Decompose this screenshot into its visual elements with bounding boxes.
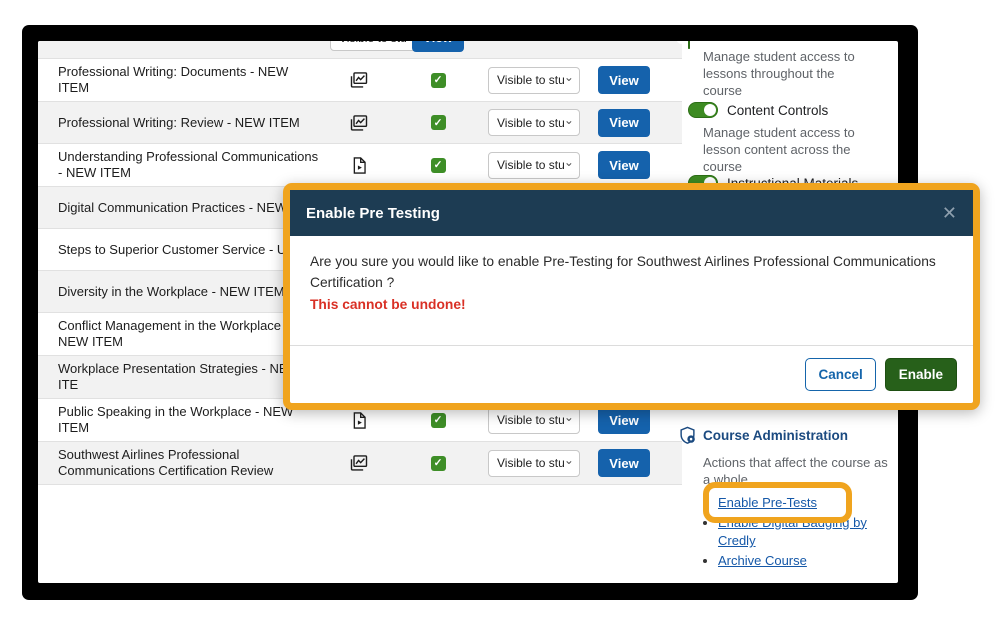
- view-button[interactable]: View: [598, 66, 650, 94]
- lesson-title: Southwest Airlines Professional Communic…: [58, 447, 274, 478]
- video-file-icon: [349, 155, 369, 175]
- cancel-button[interactable]: Cancel: [805, 358, 876, 391]
- modal-header: Enable Pre Testing ✕: [290, 190, 973, 236]
- modal-footer: Cancel Enable: [290, 345, 973, 403]
- visibility-dropdown-label: Visible to stu: [497, 73, 565, 87]
- enable-button[interactable]: Enable: [884, 358, 957, 391]
- visibility-dropdown[interactable]: Visible to stu⌄: [488, 109, 580, 136]
- chevron-down-icon: ⌄: [563, 410, 574, 424]
- toggle-description: Manage student access to lesson content …: [703, 125, 855, 174]
- view-button[interactable]: View: [598, 449, 650, 477]
- lesson-title: Digital Communication Practices - NEW IT…: [58, 199, 322, 215]
- chevron-down-icon: ⌄: [563, 112, 574, 127]
- visibility-dropdown-label: Visible to stu: [497, 413, 565, 427]
- course-administration-description: Actions that affect the course as a whol…: [703, 455, 888, 487]
- course-admin-links: Enable Pre-Tests Enable Digital Badging b…: [703, 494, 890, 570]
- lesson-title: Workplace Presentation Strategies - NEW …: [58, 361, 300, 392]
- visible-checkbox[interactable]: ✓: [430, 72, 446, 88]
- visibility-dropdown[interactable]: Visible to stu⌄: [488, 406, 580, 434]
- chevron-down-icon: ⌄: [563, 155, 574, 169]
- view-button[interactable]: View: [598, 108, 650, 137]
- content-controls-toggle[interactable]: [688, 102, 718, 118]
- chevron-down-icon: ⌄: [563, 453, 574, 467]
- view-button[interactable]: View: [412, 41, 464, 52]
- visible-checkbox[interactable]: ✓: [430, 115, 446, 130]
- lesson-title: Steps to Superior Customer Service - UPD…: [58, 241, 321, 257]
- close-icon[interactable]: ✕: [941, 203, 957, 223]
- course-admin-link[interactable]: Archive Course: [718, 552, 807, 568]
- lesson-title: Professional Writing: Review - NEW ITEM: [58, 114, 300, 130]
- table-row: Professional Writing: Review - NEW ITEM …: [38, 102, 682, 144]
- visible-checkbox[interactable]: ✓: [430, 455, 446, 471]
- chevron-down-icon: ⌄: [563, 70, 574, 84]
- visibility-dropdown[interactable]: Visible to stu⌄: [488, 449, 580, 477]
- visibility-dropdown[interactable]: Visible to stu⌄: [488, 151, 580, 179]
- course-administration-section: Course Administration Actions that affec…: [680, 426, 890, 571]
- table-row: Professional Writing: Documents - NEW IT…: [38, 59, 682, 102]
- course-admin-link-item: Archive Course: [718, 552, 890, 571]
- visibility-dropdown-label: Visible to stu: [497, 158, 565, 172]
- table-row: Visible to stu⌄ View: [38, 41, 682, 59]
- course-admin-link-item: Enable Digital Badging by Credly: [718, 514, 890, 551]
- modal-message: Are you sure you would like to enable Pr…: [310, 254, 936, 290]
- lesson-title: Conflict Management in the Workplace - N…: [58, 318, 289, 349]
- view-button[interactable]: View: [598, 406, 650, 434]
- video-file-icon: [349, 410, 369, 430]
- course-admin-link[interactable]: Enable Digital Badging by Credly: [718, 514, 867, 549]
- course-admin-link-item: Enable Pre-Tests: [718, 494, 890, 513]
- table-row: Understanding Professional Communication…: [38, 144, 682, 187]
- visibility-dropdown-label: Visible to stu: [339, 41, 407, 45]
- slideshow-icon: [349, 453, 369, 473]
- table-row: Southwest Airlines Professional Communic…: [38, 442, 682, 485]
- visible-checkbox[interactable]: ✓: [430, 412, 446, 428]
- shield-gear-icon: [679, 426, 696, 445]
- chevron-down-icon: ⌄: [406, 41, 416, 42]
- slideshow-icon: [349, 70, 369, 90]
- visibility-dropdown[interactable]: Visible to stu⌄: [330, 41, 422, 51]
- lesson-title: Professional Writing: Documents - NEW IT…: [58, 64, 289, 95]
- course-admin-link[interactable]: Enable Pre-Tests: [718, 495, 817, 510]
- enable-pre-testing-modal: Enable Pre Testing ✕ Are you sure you wo…: [283, 183, 980, 410]
- modal-title: Enable Pre Testing: [306, 204, 440, 222]
- course-administration-title: Course Administration: [703, 428, 849, 443]
- lesson-title: Public Speaking in the Workplace - NEW I…: [58, 404, 294, 435]
- toggle-description: Manage student access to lessons through…: [703, 49, 855, 98]
- slideshow-icon: [349, 113, 369, 133]
- visibility-dropdown[interactable]: Visible to stu⌄: [488, 66, 580, 94]
- toggle-label: Content Controls: [727, 102, 829, 118]
- visibility-dropdown-label: Visible to stu: [497, 456, 565, 470]
- modal-warning: This cannot be undone!: [310, 297, 466, 312]
- lesson-title: Understanding Professional Communication…: [58, 149, 319, 180]
- visibility-dropdown-label: Visible to stu: [497, 115, 565, 130]
- lesson-title: Diversity in the Workplace - NEW ITEM: [58, 283, 285, 299]
- lesson-visibility-toggle[interactable]: [688, 41, 690, 49]
- visible-checkbox[interactable]: ✓: [430, 157, 446, 173]
- view-button[interactable]: View: [598, 151, 650, 179]
